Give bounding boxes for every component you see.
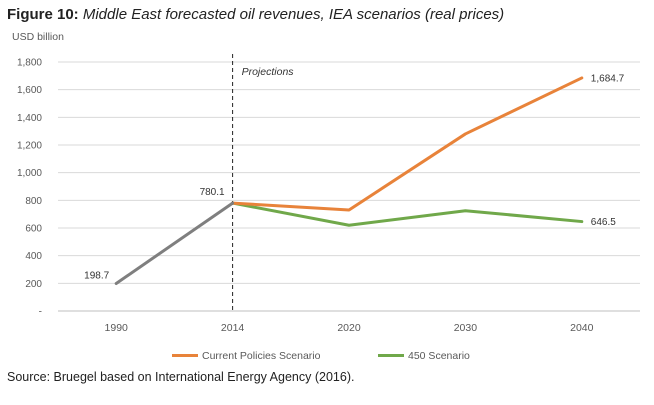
y-tick-label: 800 bbox=[25, 196, 42, 207]
figure-label: Figure 10: bbox=[7, 6, 79, 23]
x-tick-label: 2020 bbox=[337, 322, 361, 334]
data-label: 780.1 bbox=[200, 187, 225, 198]
data-label: 646.5 bbox=[591, 217, 616, 228]
x-tick-label: 2040 bbox=[570, 322, 594, 334]
figure-title: Figure 10: Middle East forecasted oil re… bbox=[7, 6, 504, 23]
x-tick-label: 2030 bbox=[454, 322, 478, 334]
source-note: Source: Bruegel based on International E… bbox=[7, 370, 355, 384]
series-line-historical bbox=[114, 201, 235, 286]
y-tick-label: 200 bbox=[25, 279, 42, 290]
y-tick-label: 600 bbox=[25, 224, 42, 235]
legend-label: Current Policies Scenario bbox=[202, 350, 321, 362]
y-tick-label: 1,200 bbox=[17, 141, 42, 152]
data-label: 1,684.7 bbox=[591, 73, 625, 84]
y-tick-label: 1,800 bbox=[17, 58, 42, 69]
line-chart: USD billion - 200 400 600 800 1,000 1,200 1,400 1… bbox=[12, 31, 640, 362]
projection-annotation: Projections bbox=[242, 66, 295, 78]
figure-title-text: Middle East forecasted oil revenues, IEA… bbox=[82, 6, 505, 23]
y-axis-label: USD billion bbox=[12, 31, 64, 43]
series-line-450-scenario bbox=[231, 201, 584, 227]
legend-label: 450 Scenario bbox=[408, 350, 470, 362]
y-tick-label: 1,000 bbox=[17, 168, 42, 179]
y-tick-label: - bbox=[39, 307, 42, 318]
x-tick-label: 1990 bbox=[105, 322, 129, 334]
y-tick-label: 1,600 bbox=[17, 85, 42, 96]
x-tick-label: 2014 bbox=[221, 322, 245, 334]
y-tick-label: 400 bbox=[25, 251, 42, 262]
y-tick-label: 1,400 bbox=[17, 113, 42, 124]
series-line-current-policies-scenario bbox=[231, 76, 584, 212]
chart-area: USD billion - 200 400 600 800 1,000 1,200 1,400 1… bbox=[0, 28, 654, 368]
data-label: 198.7 bbox=[84, 271, 109, 282]
